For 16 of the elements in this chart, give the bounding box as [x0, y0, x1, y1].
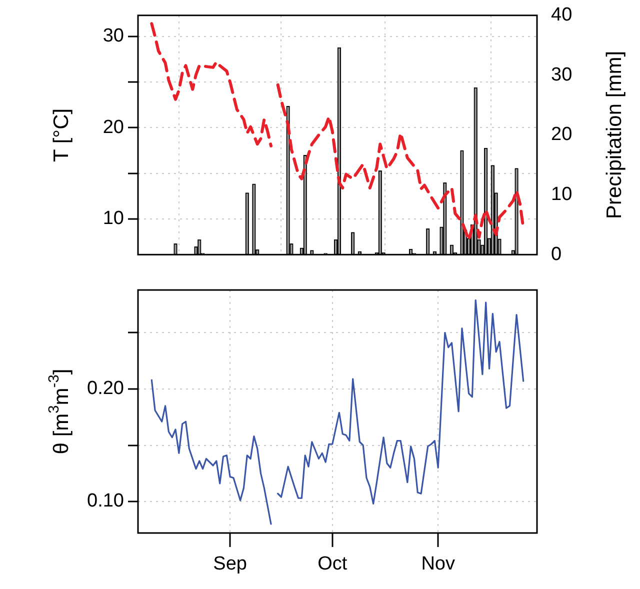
y-axis-title: θ [m3m-3]: [46, 368, 73, 454]
y2-tick-label: 10: [551, 184, 572, 206]
y-tick-label: 30: [102, 26, 124, 47]
y-tick-label: 10: [102, 208, 124, 230]
y-tick-label: 20: [102, 116, 124, 138]
y2-tick-label: 0: [551, 244, 562, 265]
y-tick-label: 0.10: [87, 490, 124, 512]
y2-axis-title: Precipitation [mm]: [602, 50, 626, 220]
y2-tick-label: 20: [551, 124, 572, 146]
y-axis-title: T [°C]: [50, 108, 73, 162]
x-tick-label: Nov: [421, 554, 456, 575]
y2-tick-label: 30: [551, 64, 572, 86]
y-tick-label: 0.20: [87, 378, 124, 400]
x-tick-label: Oct: [318, 554, 348, 575]
x-tick-label: Sep: [213, 554, 247, 575]
y2-tick-label: 40: [551, 4, 572, 26]
